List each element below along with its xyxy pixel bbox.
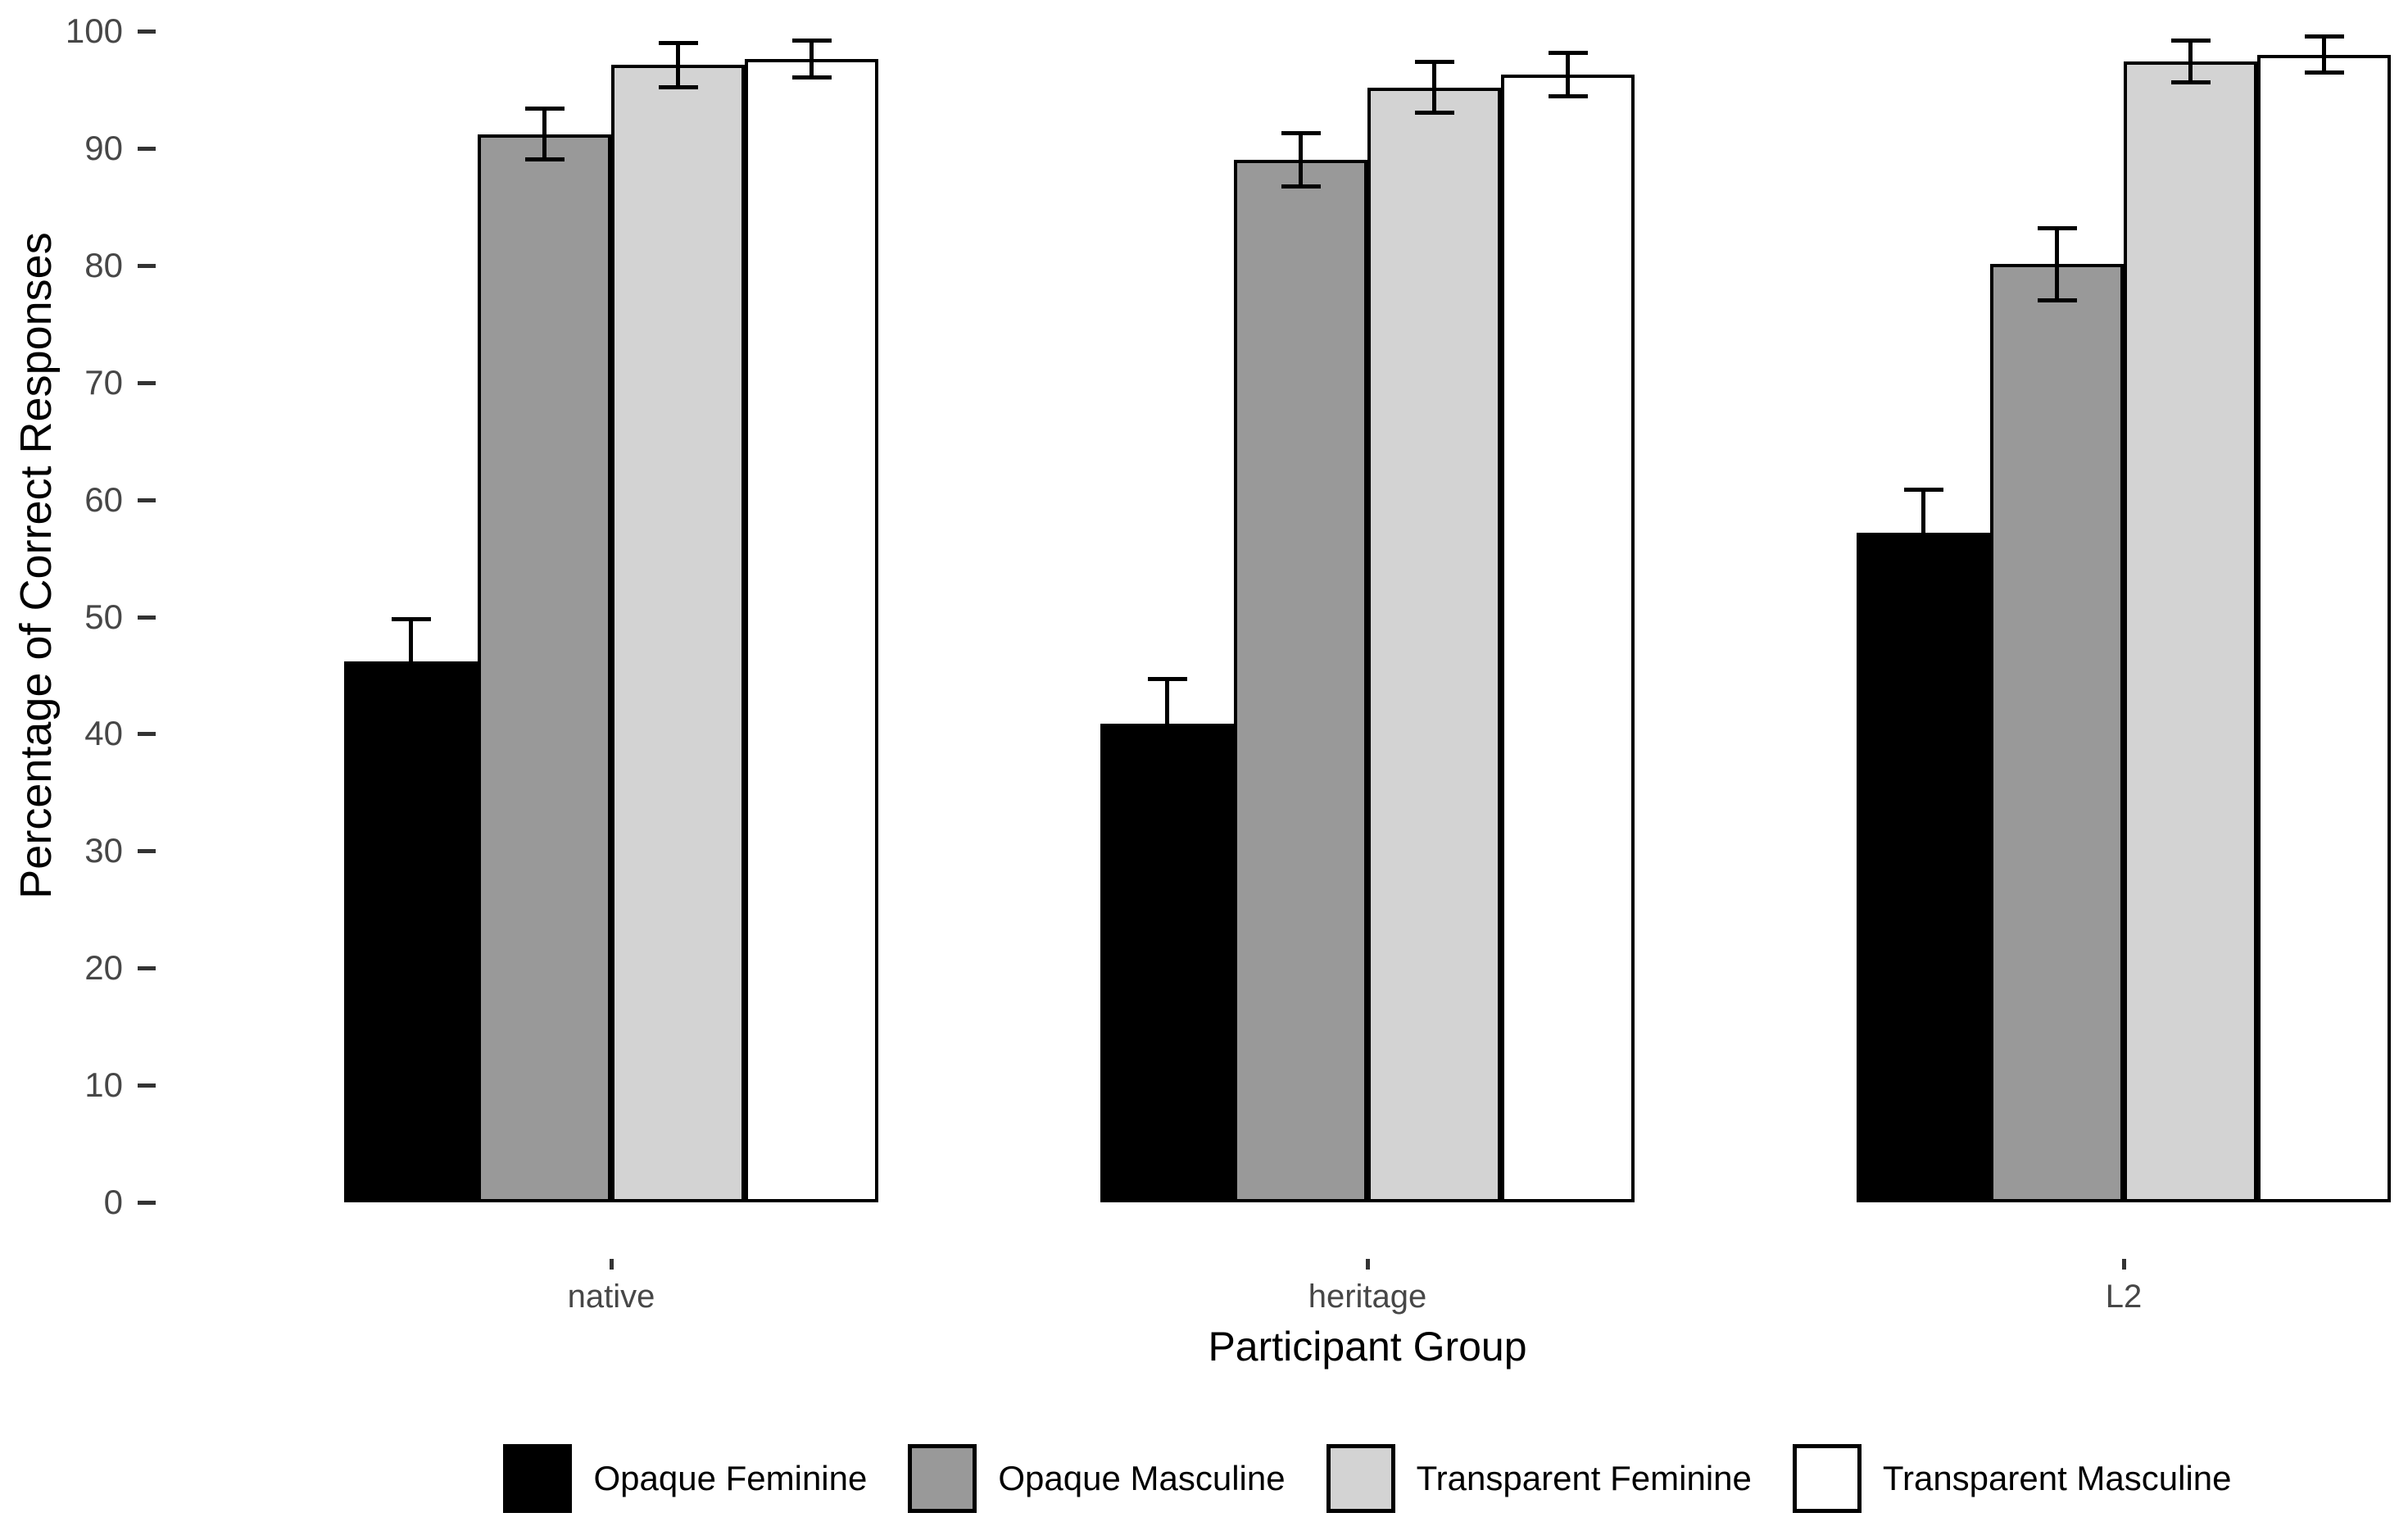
error-bar-cap-bottom (1903, 573, 1943, 578)
y-tick-label: 90 (84, 128, 123, 167)
error-bar-cap-bottom (658, 84, 698, 89)
y-axis-tick (138, 263, 156, 268)
error-bar-cap-bottom (524, 157, 565, 162)
error-bar-cap-bottom (1147, 765, 1187, 770)
bar-transparent-masculine-L2 (2257, 54, 2391, 1202)
error-bar-stem (1921, 488, 1925, 576)
error-bar-cap-top (791, 39, 832, 43)
y-axis-tick (138, 849, 156, 854)
error-bar-cap-bottom (1414, 111, 1454, 116)
legend-item-transparent-feminine: Transparent Feminine (1326, 1444, 1752, 1513)
error-bar-cap-top (658, 41, 698, 46)
legend-label: Opaque Feminine (593, 1459, 868, 1497)
error-bar-cap-top (1903, 487, 1943, 492)
y-axis-tick (138, 966, 156, 971)
error-bar-cap-top (1147, 677, 1187, 682)
error-bar-cap-top (2170, 39, 2211, 43)
x-category-label-l2: L2 (2105, 1279, 2143, 1315)
bar-transparent-feminine-L2 (2124, 61, 2257, 1202)
error-bar-stem (2188, 40, 2193, 83)
y-tick-label: 10 (84, 1065, 123, 1105)
y-tick-label: 20 (84, 948, 123, 988)
error-bar-stem (409, 619, 413, 704)
y-axis-tick (138, 380, 156, 385)
error-bar-stem (1299, 133, 1303, 188)
bar-transparent-feminine-native (611, 65, 745, 1202)
error-bar-stem (676, 43, 680, 88)
y-tick-label: 80 (84, 245, 123, 284)
error-bar-stem (542, 108, 546, 161)
y-axis-tick (138, 1083, 156, 1088)
error-bar-cap-top (2304, 34, 2344, 39)
y-tick-label: 40 (84, 714, 123, 753)
error-bar-cap-bottom (791, 75, 832, 80)
y-axis-tick (138, 146, 156, 151)
legend-item-opaque-masculine: Opaque Masculine (908, 1444, 1286, 1513)
error-bar-stem (2322, 35, 2326, 74)
bar-transparent-feminine-heritage (1367, 87, 1501, 1202)
bar-transparent-masculine-native (745, 59, 878, 1202)
legend: Opaque Feminine Opaque Masculine Transpare… (327, 1444, 2408, 1513)
error-bar-stem (1432, 61, 1436, 114)
legend-swatch-opaque-masculine (908, 1444, 977, 1513)
y-tick-label: 50 (84, 597, 123, 636)
bar-opaque-feminine-native (344, 661, 478, 1202)
y-axis-tick (138, 615, 156, 620)
x-axis-tick (610, 1259, 614, 1270)
error-bar-cap-top (524, 107, 565, 111)
error-bar-stem (1566, 52, 1570, 98)
legend-label: Opaque Masculine (998, 1459, 1286, 1497)
y-axis-tick (138, 497, 156, 502)
error-bar-stem (2055, 228, 2059, 301)
error-bar-stem (809, 40, 814, 79)
legend-item-transparent-masculine: Transparent Masculine (1792, 1444, 2232, 1513)
legend-item-opaque-feminine: Opaque Feminine (503, 1444, 867, 1513)
error-bar-cap-top (2037, 226, 2077, 231)
error-bar-cap-bottom (2304, 70, 2344, 75)
x-category-label-heritage: heritage (1308, 1279, 1427, 1315)
error-bar-cap-bottom (2037, 298, 2077, 302)
error-bar-cap-top (1414, 60, 1454, 65)
error-bar-cap-bottom (2170, 79, 2211, 84)
bar-transparent-masculine-heritage (1501, 74, 1635, 1202)
legend-swatch-transparent-masculine (1792, 1444, 1862, 1513)
y-axis-title: Percentage of Correct Responses (11, 232, 61, 899)
y-tick-label: 30 (84, 831, 123, 870)
x-axis-title: Participant Group (1208, 1324, 1527, 1370)
error-bar-stem (1165, 679, 1169, 768)
y-tick-label: 70 (84, 362, 123, 402)
error-bar-cap-bottom (1548, 94, 1588, 99)
error-bar-cap-bottom (1281, 184, 1321, 189)
error-bar-cap-top (391, 617, 431, 622)
y-axis-tick (138, 732, 156, 737)
legend-swatch-opaque-feminine (503, 1444, 573, 1513)
y-tick-label: 100 (65, 11, 123, 50)
legend-label: Transparent Feminine (1416, 1459, 1752, 1497)
x-axis-tick (1366, 1259, 1370, 1270)
error-bar-cap-bottom (391, 701, 431, 706)
x-axis-tick (2122, 1259, 2126, 1270)
bar-opaque-masculine-L2 (1990, 264, 2124, 1202)
legend-label: Transparent Masculine (1882, 1459, 2232, 1497)
bar-opaque-masculine-native (478, 134, 611, 1202)
bar-opaque-masculine-heritage (1234, 160, 1367, 1202)
bar-opaque-feminine-heritage (1100, 723, 1234, 1202)
y-tick-label: 60 (84, 479, 123, 519)
bar-opaque-feminine-L2 (1857, 532, 1990, 1202)
y-axis-tick (138, 30, 156, 34)
x-category-label-native: native (567, 1279, 655, 1315)
y-axis-tick (138, 1201, 156, 1205)
y-tick-label: 0 (103, 1183, 123, 1221)
error-bar-cap-top (1548, 50, 1588, 55)
legend-swatch-transparent-feminine (1326, 1444, 1395, 1513)
error-bar-cap-top (1281, 131, 1321, 136)
